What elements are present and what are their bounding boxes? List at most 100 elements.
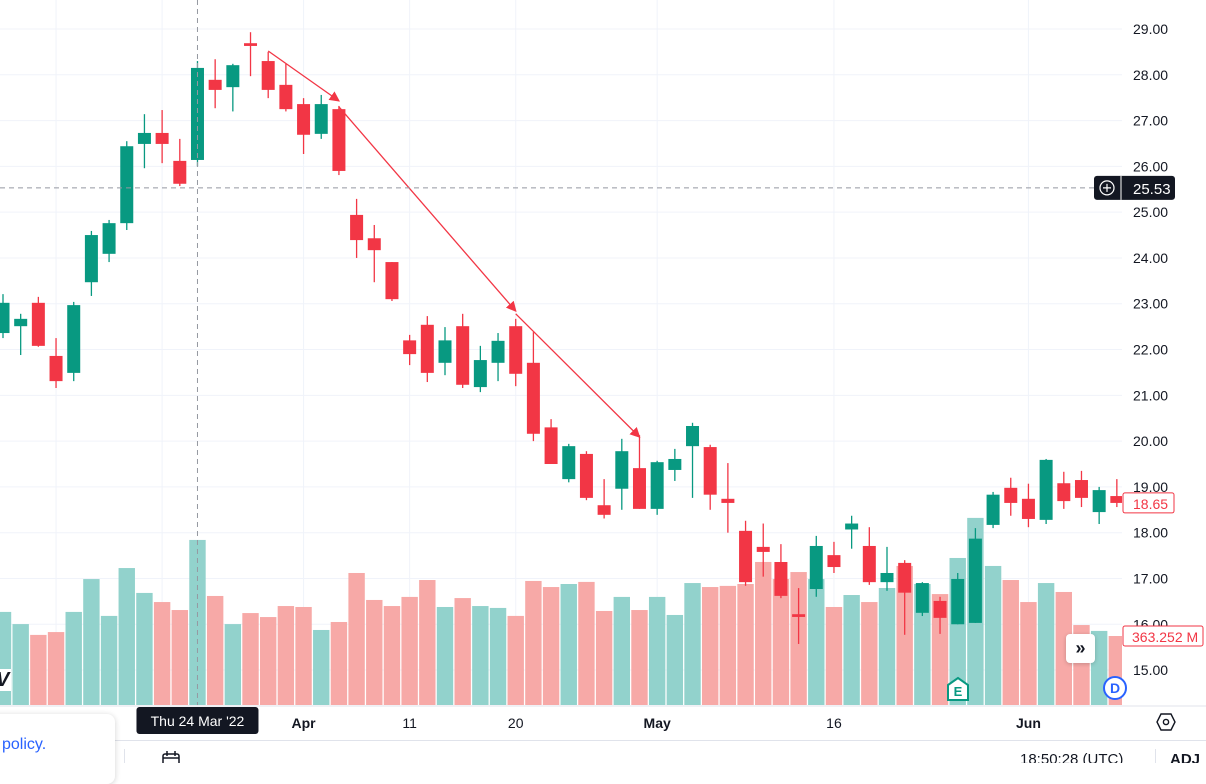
candle[interactable] [597, 479, 611, 519]
candle[interactable] [67, 301, 81, 382]
candle[interactable] [491, 333, 505, 382]
trend-arrow-drawing[interactable] [267, 50, 340, 102]
candle[interactable] [314, 94, 328, 139]
candle-body [1092, 490, 1106, 513]
volume-bar [648, 596, 666, 705]
candle[interactable] [756, 523, 770, 577]
candlestick-chart[interactable]: 29.00 28.00 27.00 26.00 25.00 24.00 23.00 22.00… [0, 0, 1206, 740]
policy-link[interactable]: policy. [2, 736, 47, 753]
candle[interactable] [403, 334, 417, 366]
candle-body [350, 214, 364, 241]
candle[interactable] [332, 105, 346, 176]
candle[interactable] [986, 491, 1000, 529]
candle[interactable] [102, 219, 116, 263]
divider [124, 749, 125, 763]
candle[interactable] [1092, 486, 1106, 524]
settings-hexagon-icon[interactable] [1156, 712, 1176, 732]
volume-bar [772, 579, 790, 705]
candle[interactable] [14, 313, 28, 356]
candle-body [14, 318, 28, 327]
volume-bar [542, 587, 560, 705]
candle-body [968, 538, 982, 623]
price-axis[interactable] [1122, 0, 1206, 706]
candle[interactable] [880, 546, 894, 591]
candle[interactable] [438, 327, 452, 376]
candle[interactable] [526, 332, 540, 442]
candle[interactable] [1057, 471, 1071, 509]
candle[interactable] [350, 198, 364, 258]
candle[interactable] [1110, 479, 1124, 508]
price-tick-label: 23.00 [1133, 296, 1168, 312]
clock-utc[interactable]: 18:50:28 (UTC) [1020, 751, 1124, 763]
candle[interactable] [668, 448, 682, 481]
candle[interactable] [862, 527, 876, 585]
volume-bar [83, 579, 100, 705]
candle[interactable] [792, 588, 806, 644]
candle[interactable] [244, 32, 258, 77]
candle[interactable] [0, 294, 10, 339]
volume-bar [118, 568, 135, 705]
plus-circle-icon[interactable] [1099, 180, 1115, 196]
candle[interactable] [208, 59, 222, 109]
candle[interactable] [31, 296, 45, 347]
candle[interactable] [898, 560, 912, 635]
candle[interactable] [261, 51, 275, 99]
candle[interactable] [1074, 470, 1088, 508]
adjust-data-toggle[interactable]: ADJ [1170, 751, 1201, 763]
candle[interactable] [173, 138, 187, 187]
candle[interactable] [915, 582, 929, 617]
candle[interactable] [155, 110, 169, 164]
candle[interactable] [615, 438, 629, 510]
volume-bar [631, 610, 648, 705]
trend-arrow-drawing[interactable] [515, 313, 641, 438]
candle[interactable] [632, 435, 646, 509]
candle[interactable] [385, 262, 399, 301]
scroll-to-realtime-button[interactable]: » [1066, 634, 1095, 663]
candle[interactable] [827, 541, 841, 573]
candle[interactable] [49, 338, 63, 388]
time-tick-label: 16 [826, 715, 842, 731]
candle[interactable] [456, 313, 470, 388]
candle[interactable] [420, 316, 434, 383]
crosshair-price-label: 25.53 [1133, 181, 1171, 198]
tradingview-logo[interactable]: V [0, 669, 12, 691]
candle[interactable] [579, 451, 593, 501]
calendar-icon[interactable] [162, 751, 180, 763]
candle[interactable] [703, 444, 717, 510]
candle[interactable] [968, 528, 982, 623]
candle[interactable] [774, 544, 788, 599]
candle[interactable] [120, 141, 134, 231]
candle[interactable] [739, 520, 753, 586]
candle[interactable] [951, 572, 965, 625]
candle[interactable] [650, 460, 664, 515]
candle[interactable] [226, 63, 240, 112]
candle[interactable] [933, 596, 947, 634]
candle[interactable] [809, 535, 823, 597]
candle[interactable] [1021, 483, 1035, 528]
dividend-marker[interactable]: D [1103, 676, 1127, 700]
trend-arrow-drawing[interactable] [338, 106, 517, 313]
candle[interactable] [473, 345, 487, 393]
last-price-label-bg [1122, 492, 1175, 514]
candle[interactable] [297, 98, 311, 155]
candle[interactable] [845, 515, 859, 549]
candle-body [579, 453, 593, 498]
volume-bar [472, 606, 489, 705]
volume-bar [171, 610, 188, 705]
candle[interactable] [1039, 458, 1053, 524]
candle[interactable] [562, 443, 576, 483]
candle[interactable] [509, 318, 523, 387]
candle[interactable] [137, 114, 151, 169]
candle-body [739, 530, 753, 583]
candle[interactable] [544, 419, 558, 465]
candle[interactable] [1004, 477, 1018, 516]
candle-body [686, 425, 700, 447]
candle[interactable] [279, 63, 293, 112]
candle[interactable] [367, 224, 381, 283]
candle[interactable] [84, 230, 98, 296]
time-tick-label: May [644, 715, 671, 731]
candle[interactable] [721, 463, 735, 533]
earnings-marker[interactable]: E [946, 676, 970, 702]
candle-body [367, 238, 381, 251]
candle[interactable] [686, 422, 700, 498]
